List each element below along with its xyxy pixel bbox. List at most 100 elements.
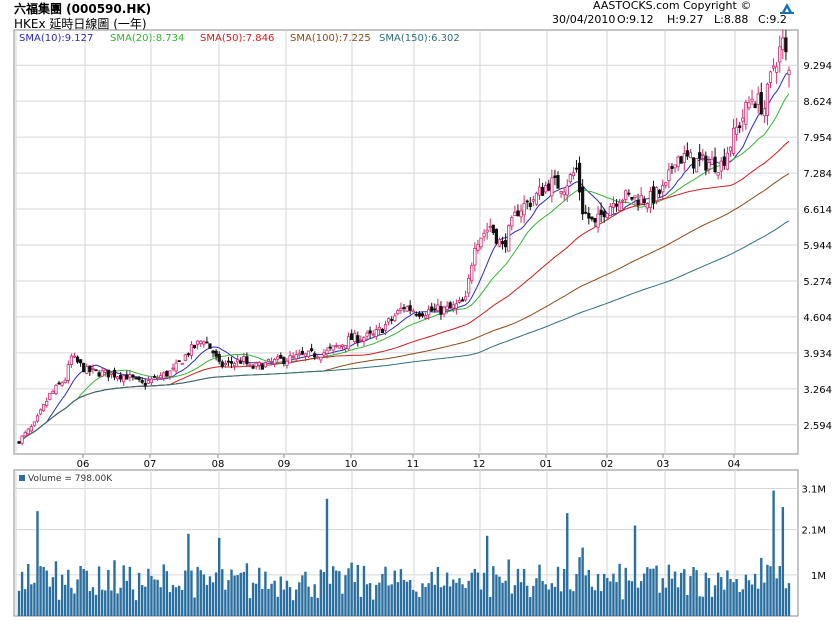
candle-body: [654, 187, 659, 202]
candle-body: [51, 390, 55, 394]
volume-bar: [134, 600, 138, 616]
candle-body: [72, 355, 77, 358]
price-y-tick-label: 7.954: [803, 133, 832, 144]
volume-bar: [676, 587, 680, 616]
candle-body: [470, 265, 474, 282]
volume-bar: [94, 594, 98, 616]
candle-body: [427, 309, 431, 316]
volume-bar: [643, 573, 646, 616]
volume-bar: [578, 557, 581, 616]
volume-bar: [288, 587, 292, 616]
candle-body: [168, 370, 172, 377]
volume-bar: [627, 580, 631, 616]
candle-body: [716, 172, 720, 176]
volume-bar: [298, 582, 301, 616]
volume-bar: [603, 573, 606, 616]
candle-body: [701, 153, 705, 156]
candle-body: [149, 378, 154, 383]
volume-bar: [402, 579, 406, 616]
legend-item: SMA(100):7.225: [290, 33, 371, 44]
candle-body: [69, 355, 73, 365]
candle-body: [550, 177, 554, 197]
volume-bar: [359, 596, 363, 616]
volume-bar: [452, 579, 455, 616]
candle-body: [377, 326, 381, 331]
volume-bar: [381, 573, 384, 616]
candle-body: [590, 216, 594, 220]
candle-body: [131, 374, 135, 378]
candle-body: [658, 189, 662, 194]
volume-bar: [473, 568, 477, 616]
volume-bar: [757, 588, 760, 616]
candle-body: [362, 337, 366, 342]
volume-legend-swatch: [19, 475, 25, 481]
volume-bar: [501, 582, 504, 616]
candle-body: [765, 83, 770, 116]
volume-bar: [541, 580, 544, 616]
candle-body: [94, 369, 98, 372]
volume-bar: [433, 584, 436, 616]
volume-bar: [516, 568, 520, 616]
volume-bar: [636, 587, 640, 616]
volume-bar: [680, 572, 683, 616]
candle-body: [439, 306, 443, 315]
volume-bar: [322, 572, 326, 616]
volume-bar: [482, 572, 486, 616]
volume-bar: [744, 574, 748, 616]
candle-body: [735, 126, 739, 135]
volume-bar: [79, 565, 82, 616]
volume-bar: [353, 582, 356, 616]
candle-body: [45, 400, 49, 406]
candle-body: [491, 224, 495, 234]
candle-body: [473, 248, 477, 266]
volume-bar: [707, 578, 711, 616]
volume-bar: [624, 567, 627, 616]
candle-body: [707, 162, 711, 170]
candle-body: [66, 364, 70, 381]
volume-bar: [211, 582, 215, 616]
candle-body: [288, 355, 292, 364]
candle-body: [614, 203, 619, 207]
candle-body: [651, 186, 656, 204]
candle-body: [38, 409, 43, 415]
candle-body: [75, 356, 80, 363]
volume-bar: [399, 569, 403, 616]
volume-bar: [562, 568, 566, 616]
volume-bar: [408, 579, 412, 616]
volume-bar: [747, 580, 751, 616]
candle-body: [260, 364, 264, 370]
candle-body: [85, 366, 89, 374]
candle-body: [621, 199, 625, 202]
volume-bar: [430, 571, 433, 616]
volume-bar: [245, 563, 249, 616]
volume-bar: [60, 574, 64, 616]
volume-bar: [599, 591, 603, 616]
volume-bar: [162, 564, 165, 616]
volume-bar: [467, 580, 470, 616]
candle-body: [645, 203, 649, 209]
chart-subtitle: HKEx 延時日線圖 (一年): [14, 16, 147, 31]
volume-bar: [57, 599, 61, 616]
volume-bar: [365, 584, 369, 616]
candle-body: [756, 93, 760, 105]
volume-bar: [54, 561, 58, 616]
candle-body: [171, 367, 175, 370]
candle-body: [279, 354, 283, 359]
volume-bar: [276, 596, 279, 616]
volume-bar: [507, 559, 510, 616]
volume-bar: [652, 568, 655, 616]
candle-body: [103, 369, 107, 373]
volume-bar: [455, 582, 458, 616]
candle-body: [208, 343, 212, 349]
candle-body: [698, 152, 702, 159]
candle-body: [143, 383, 147, 386]
volume-bar: [88, 591, 92, 616]
volume-bar: [769, 566, 772, 616]
candle-body: [568, 174, 572, 183]
volume-bar: [470, 572, 473, 616]
price-panel: [13, 29, 799, 455]
candle-body: [42, 404, 46, 412]
volume-bar: [504, 580, 507, 616]
volume-bar: [550, 583, 554, 616]
candle-body: [350, 333, 354, 340]
